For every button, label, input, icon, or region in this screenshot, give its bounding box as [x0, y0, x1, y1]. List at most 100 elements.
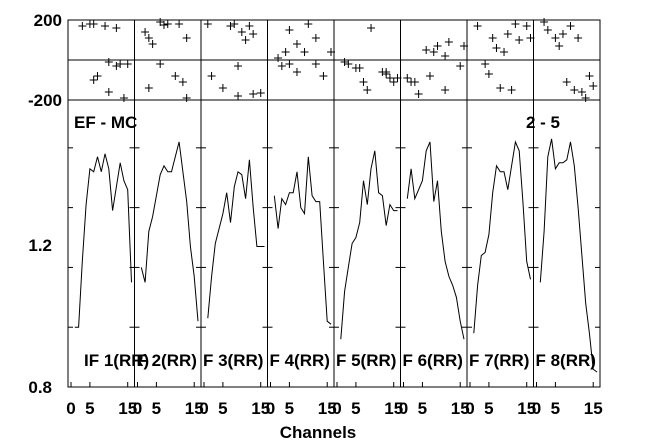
phase-point	[119, 94, 128, 102]
phase-point	[292, 68, 301, 76]
x-tick-label: 0	[199, 399, 208, 418]
series-line-5	[340, 150, 398, 340]
phase-point	[589, 82, 598, 90]
series-label-8: F 8(RR)	[536, 351, 596, 370]
phase-point	[444, 38, 453, 46]
x-tick-label: 0	[399, 399, 408, 418]
x-tick-label: 0	[332, 399, 341, 418]
phase-point	[389, 78, 398, 86]
phase-point	[581, 94, 590, 102]
phase-point	[178, 78, 187, 86]
phase-point	[234, 92, 243, 100]
phase-point	[574, 34, 583, 42]
phase-point	[249, 30, 258, 38]
series-line-6	[406, 141, 465, 340]
series-label-7: F 7(RR)	[469, 351, 529, 370]
phase-point	[237, 28, 246, 36]
phase-point	[249, 90, 258, 98]
phase-point	[577, 88, 586, 96]
series-line-4	[273, 156, 332, 325]
phase-point	[500, 48, 509, 56]
phase-point	[311, 60, 320, 68]
phase-point	[175, 20, 184, 28]
phase-point	[367, 24, 376, 32]
phase-point	[104, 58, 113, 66]
phase-point	[203, 20, 212, 28]
x-axis-label: Channels	[280, 423, 357, 442]
x-tick-label: 15	[384, 399, 403, 418]
phase-point	[551, 34, 560, 42]
series-label-1: IF 1(RR)	[84, 351, 149, 370]
phase-point	[540, 18, 549, 26]
series-line-3	[207, 159, 265, 319]
phase-point	[159, 21, 168, 29]
series-label-6: F 6(RR)	[403, 351, 463, 370]
phase-point	[433, 42, 442, 50]
x-tick-label: 15	[185, 399, 204, 418]
phase-point	[473, 22, 482, 30]
phase-point	[89, 76, 98, 84]
phase-point	[285, 60, 294, 68]
phase-point	[281, 48, 290, 56]
top-right-label: 2 - 5	[526, 113, 560, 132]
phase-point	[425, 72, 434, 80]
x-tick-label: 0	[266, 399, 275, 418]
phase-point	[93, 72, 102, 80]
phase-point	[241, 36, 250, 44]
bottom-y-tick-label-1-2: 1.2	[28, 236, 52, 255]
x-tick-label: 15	[318, 399, 337, 418]
phase-point	[116, 60, 125, 68]
phase-point	[256, 89, 265, 97]
phase-point	[403, 74, 412, 82]
x-tick-label: 5	[551, 399, 560, 418]
x-tick-label: 5	[351, 399, 360, 418]
x-tick-label: 5	[152, 399, 161, 418]
phase-point	[488, 34, 497, 42]
phase-point	[344, 60, 353, 68]
phase-point	[585, 72, 594, 80]
phase-point	[101, 22, 110, 30]
x-tick-label: 15	[118, 399, 137, 418]
phase-point	[441, 52, 450, 60]
phase-point	[144, 84, 153, 92]
top-panel	[67, 18, 601, 102]
phase-point	[89, 20, 98, 28]
x-tick-label: 5	[85, 399, 94, 418]
phase-point	[277, 62, 286, 70]
phase-point	[207, 72, 216, 80]
phase-point	[144, 34, 153, 42]
phase-point	[503, 30, 512, 38]
x-tick-label: 5	[285, 399, 294, 418]
phase-point	[363, 86, 372, 94]
phase-point	[515, 36, 524, 44]
phase-point	[245, 22, 254, 30]
x-tick-label: 15	[451, 399, 470, 418]
x-tick-label: 0	[133, 399, 142, 418]
phase-point	[156, 60, 165, 68]
phase-point	[359, 78, 368, 86]
series-line-2	[140, 141, 199, 322]
phase-point	[522, 22, 531, 30]
series-line-8	[539, 138, 598, 373]
phase-point	[218, 84, 227, 92]
x-tick-label: 0	[66, 399, 75, 418]
phase-point	[441, 86, 450, 94]
phase-point	[422, 46, 431, 54]
phase-point	[171, 72, 180, 80]
phase-point	[570, 86, 579, 94]
phase-point	[292, 40, 301, 48]
phase-point	[112, 24, 121, 32]
phase-point	[148, 40, 157, 48]
phase-point	[355, 64, 364, 72]
phase-point	[163, 20, 172, 28]
phase-point	[456, 62, 465, 70]
phase-point	[507, 86, 516, 94]
phase-point	[78, 22, 87, 30]
top-left-label: EF - MC	[74, 113, 137, 132]
phase-point	[562, 78, 571, 86]
phase-point	[481, 60, 490, 68]
phase-point	[496, 84, 505, 92]
phase-point	[340, 58, 349, 66]
top-y-tick-label-max: 200	[34, 11, 62, 30]
